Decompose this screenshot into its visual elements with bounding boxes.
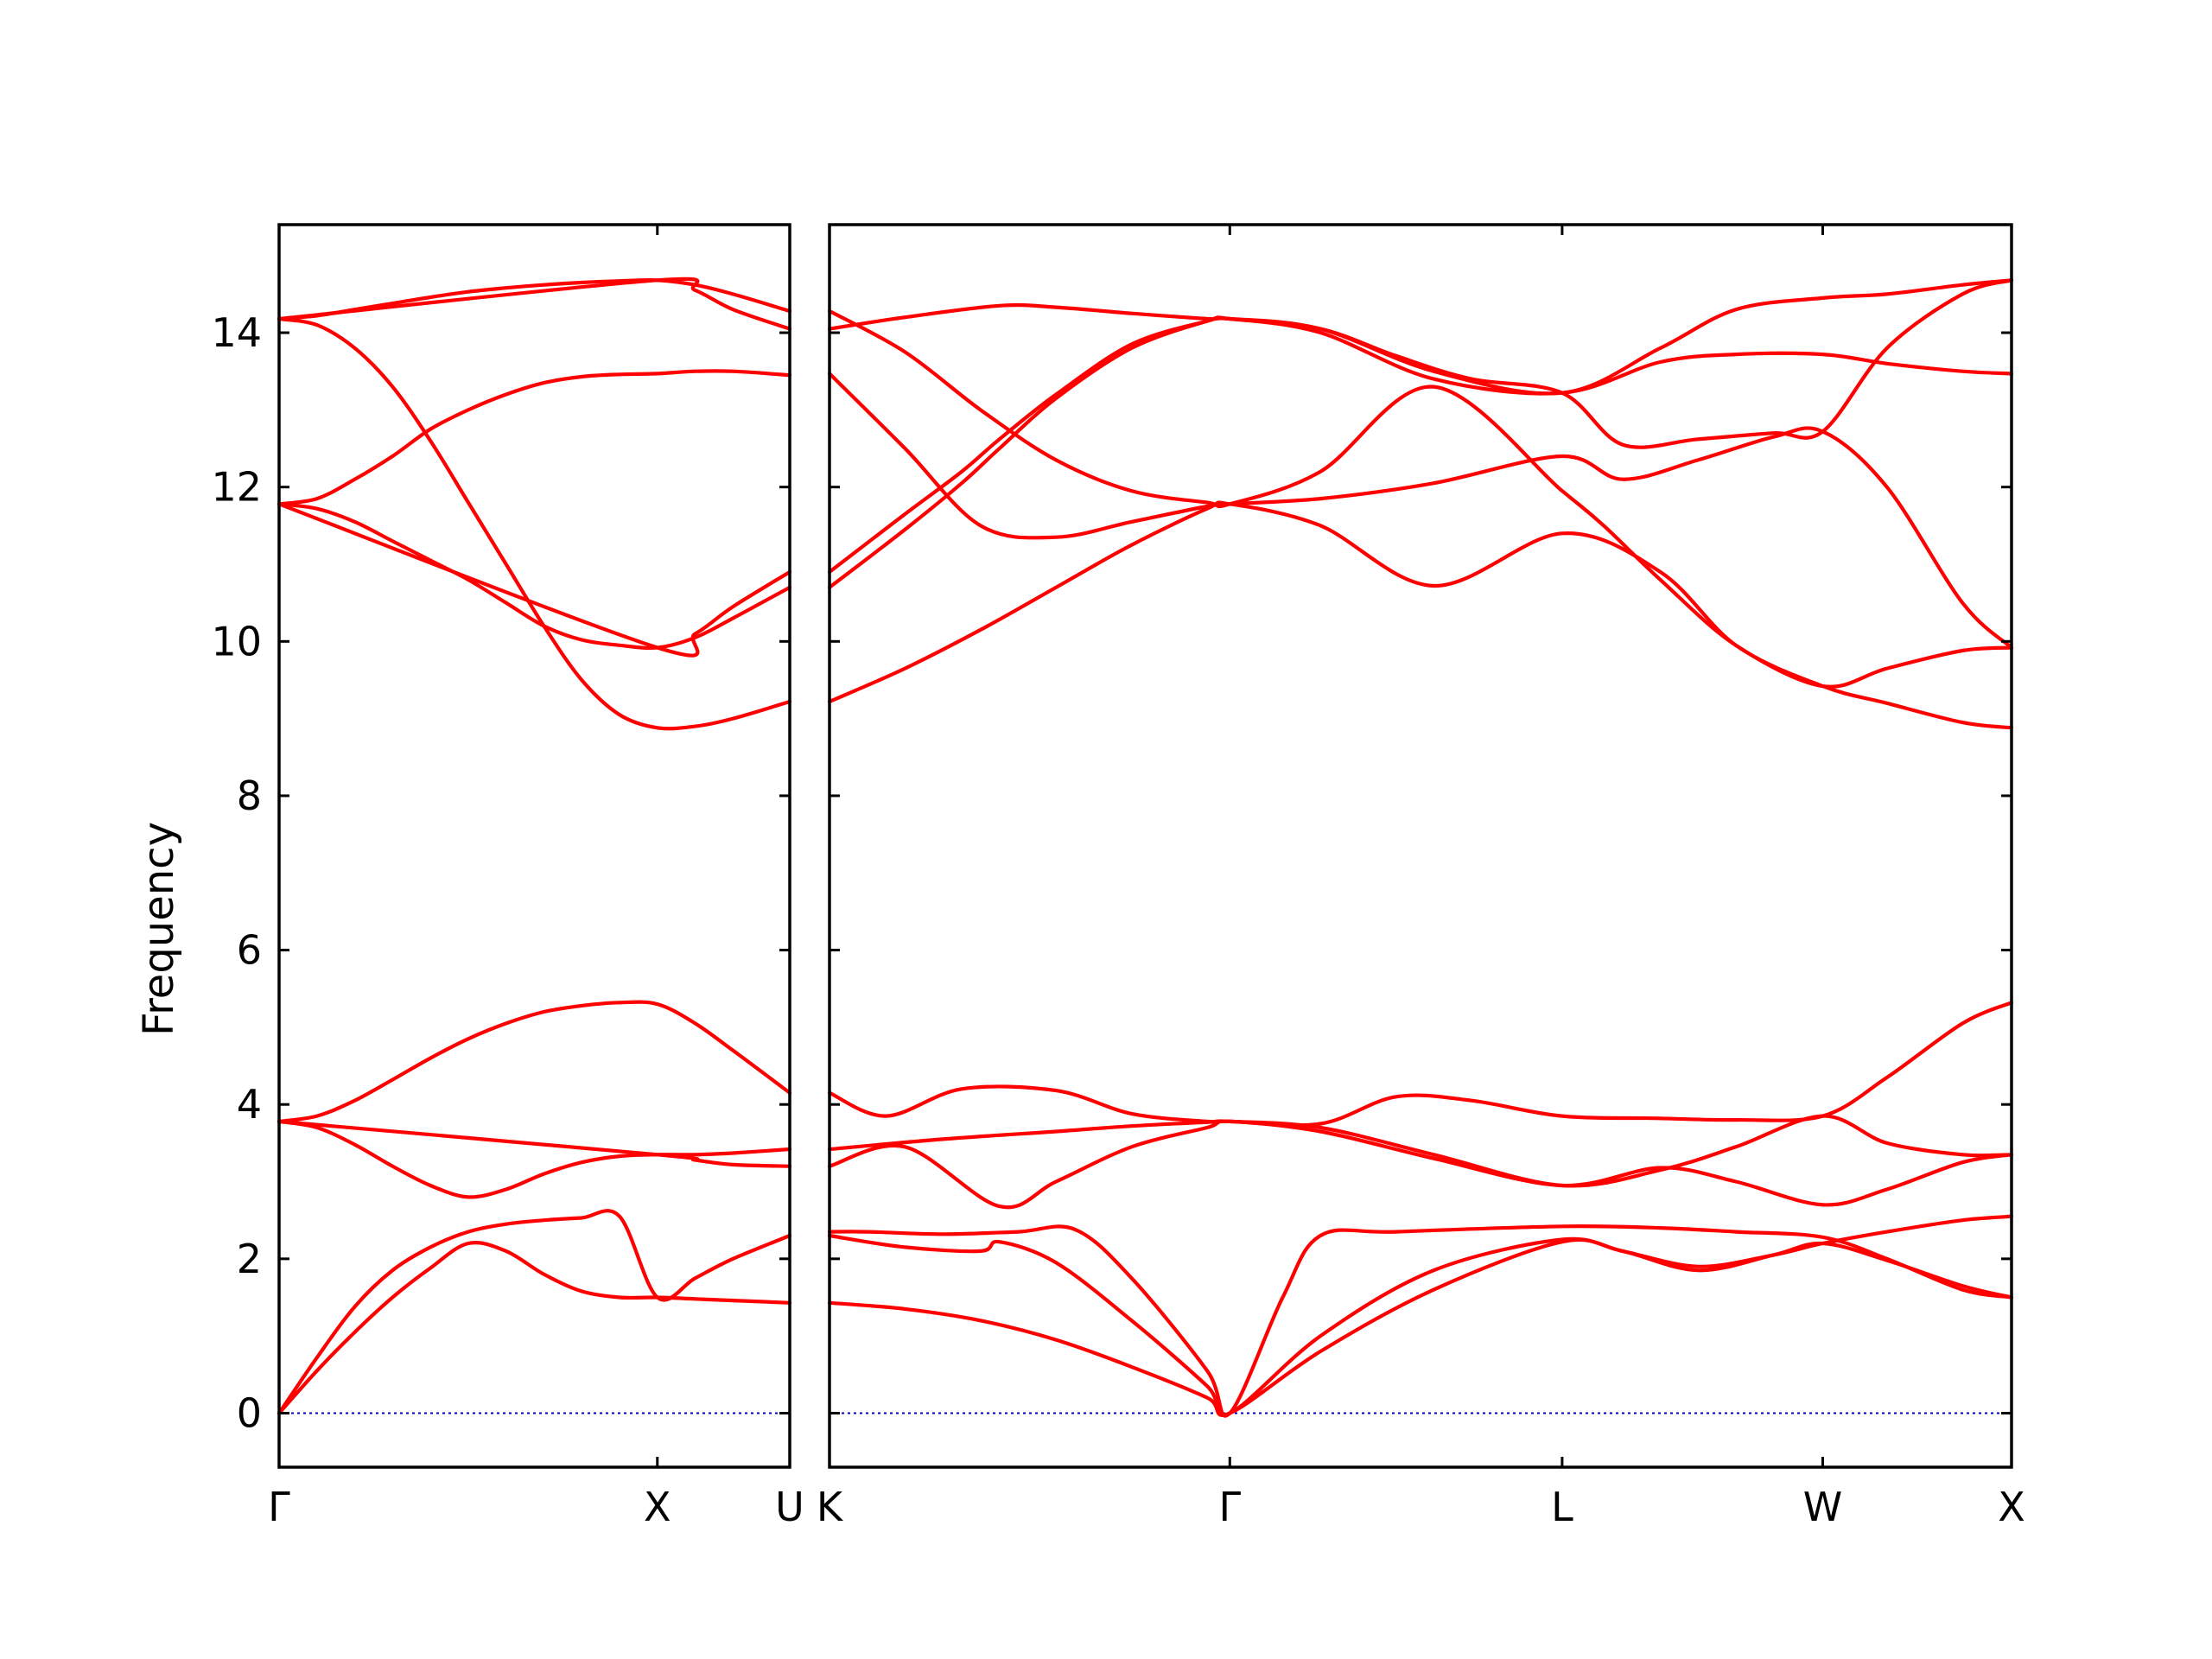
band-line-5 <box>276 1000 792 1123</box>
band-line-8 <box>276 369 792 506</box>
band-line-4 <box>276 1119 792 1168</box>
panel-frame <box>828 223 2013 1469</box>
band-line-6 <box>827 1001 2014 1128</box>
band-line-12 <box>827 308 2014 689</box>
y-tick-label: 0 <box>237 1389 262 1436</box>
x-tick-label: W <box>1803 1484 1842 1530</box>
band-line-8 <box>827 315 2014 589</box>
x-tick-label: Γ <box>268 1484 290 1530</box>
x-tick-label: K <box>817 1484 844 1530</box>
panel-frame <box>277 223 791 1469</box>
y-axis-label: Frequency <box>135 822 183 1036</box>
y-tick-label: 8 <box>237 772 262 819</box>
y-axis: 0 2 4 6 8 10 12 14 <box>211 309 262 1436</box>
band-line-3 <box>276 1119 792 1199</box>
y-tick-label: 12 <box>211 464 262 511</box>
x-tick-label: Γ <box>1218 1484 1241 1530</box>
x-tick-label: U <box>775 1484 804 1530</box>
band-line-3 <box>827 1224 2014 1418</box>
y-tick-label: 14 <box>211 309 262 356</box>
band-line-6 <box>276 316 792 731</box>
band-line-4 <box>827 1119 2014 1210</box>
band-line-2 <box>827 1214 2014 1417</box>
band-line-2 <box>276 1209 792 1415</box>
band-line-10 <box>827 372 2014 650</box>
y-tick-label: 2 <box>237 1236 262 1282</box>
band-line-1 <box>827 1237 2014 1417</box>
y-tick-label: 4 <box>237 1081 262 1128</box>
x-tick-label: L <box>1551 1484 1573 1530</box>
band-line-9 <box>276 502 792 658</box>
band-line-11 <box>276 276 792 331</box>
y-tick-label: 10 <box>211 618 262 664</box>
x-tick-label: X <box>1998 1484 2025 1530</box>
band-line-7 <box>276 502 792 650</box>
band-line-9 <box>827 278 2014 574</box>
x-tick-label: X <box>644 1484 671 1530</box>
y-tick-label: 6 <box>237 927 262 974</box>
band-line-11 <box>827 278 2014 449</box>
band-line-5 <box>827 1114 2014 1188</box>
band-line-1 <box>276 1241 792 1415</box>
